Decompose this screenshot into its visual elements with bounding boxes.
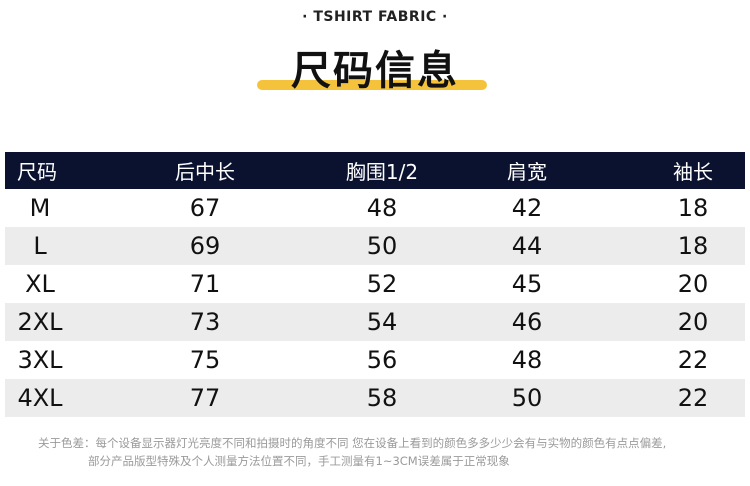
table-cell: 45 bbox=[511, 270, 543, 298]
table-cell: 54 bbox=[366, 308, 398, 336]
column-header: 肩宽 bbox=[507, 160, 547, 184]
table-cell: 77 bbox=[189, 384, 221, 412]
table-cell: 75 bbox=[189, 346, 221, 374]
table-row: 2XL 73 54 46 20 bbox=[5, 303, 745, 341]
note-line: 关于色差：每个设备显示器灯光亮度不同和拍摄时的角度不同 您在设备上看到的颜色多多… bbox=[38, 436, 667, 450]
table-cell: 20 bbox=[677, 270, 709, 298]
table-cell: 56 bbox=[366, 346, 398, 374]
table-cell: 22 bbox=[677, 384, 709, 412]
table-cell: XL bbox=[25, 270, 55, 298]
table-row: 3XL 75 56 48 22 bbox=[5, 341, 745, 379]
table-cell: 42 bbox=[511, 194, 543, 222]
title-underline-bar bbox=[257, 80, 487, 90]
table-cell: 50 bbox=[366, 232, 398, 260]
table-cell: 67 bbox=[189, 194, 221, 222]
table-cell: L bbox=[33, 232, 47, 260]
table-cell: 20 bbox=[677, 308, 709, 336]
table-cell: 2XL bbox=[17, 308, 63, 336]
table-header: 尺码 后中长 胸围1/2 肩宽 袖长 bbox=[5, 152, 745, 189]
column-header: 尺码 bbox=[17, 160, 57, 184]
table-cell: 22 bbox=[677, 346, 709, 374]
table-row: L 69 50 44 18 bbox=[5, 227, 745, 265]
subtitle: · TSHIRT FABRIC · bbox=[302, 9, 448, 25]
table-cell: 71 bbox=[189, 270, 221, 298]
table-cell: 52 bbox=[366, 270, 398, 298]
table-cell: M bbox=[29, 194, 51, 222]
size-table: 尺码 后中长 胸围1/2 肩宽 袖长 M 67 48 42 18 L 69 50 44 18 XL 7… bbox=[5, 152, 745, 417]
table-row: 4XL 77 58 50 22 bbox=[5, 379, 745, 417]
column-header: 后中长 bbox=[175, 160, 235, 184]
table-cell: 46 bbox=[511, 308, 543, 336]
table-row: M 67 48 42 18 bbox=[5, 189, 745, 227]
column-header: 袖长 bbox=[673, 160, 713, 184]
table-cell: 48 bbox=[511, 346, 543, 374]
table-cell: 69 bbox=[189, 232, 221, 260]
color-disclaimer-note: 关于色差：每个设备显示器灯光亮度不同和拍摄时的角度不同 您在设备上看到的颜色多多… bbox=[0, 434, 750, 470]
table-cell: 50 bbox=[511, 384, 543, 412]
page-title: 尺码信息 bbox=[291, 48, 459, 94]
column-header: 胸围1/2 bbox=[345, 160, 419, 184]
table-cell: 48 bbox=[366, 194, 398, 222]
table-cell: 58 bbox=[366, 384, 398, 412]
table-cell: 73 bbox=[189, 308, 221, 336]
table-cell: 18 bbox=[677, 232, 709, 260]
note-line: 部分产品版型特殊及个人测量方法位置不同，手工测量有1~3CM误差属于正常现象 bbox=[88, 454, 510, 468]
table-cell: 3XL bbox=[17, 346, 63, 374]
table-row: XL 71 52 45 20 bbox=[5, 265, 745, 303]
table-cell: 18 bbox=[677, 194, 709, 222]
table-cell: 44 bbox=[511, 232, 543, 260]
table-cell: 4XL bbox=[17, 384, 63, 412]
